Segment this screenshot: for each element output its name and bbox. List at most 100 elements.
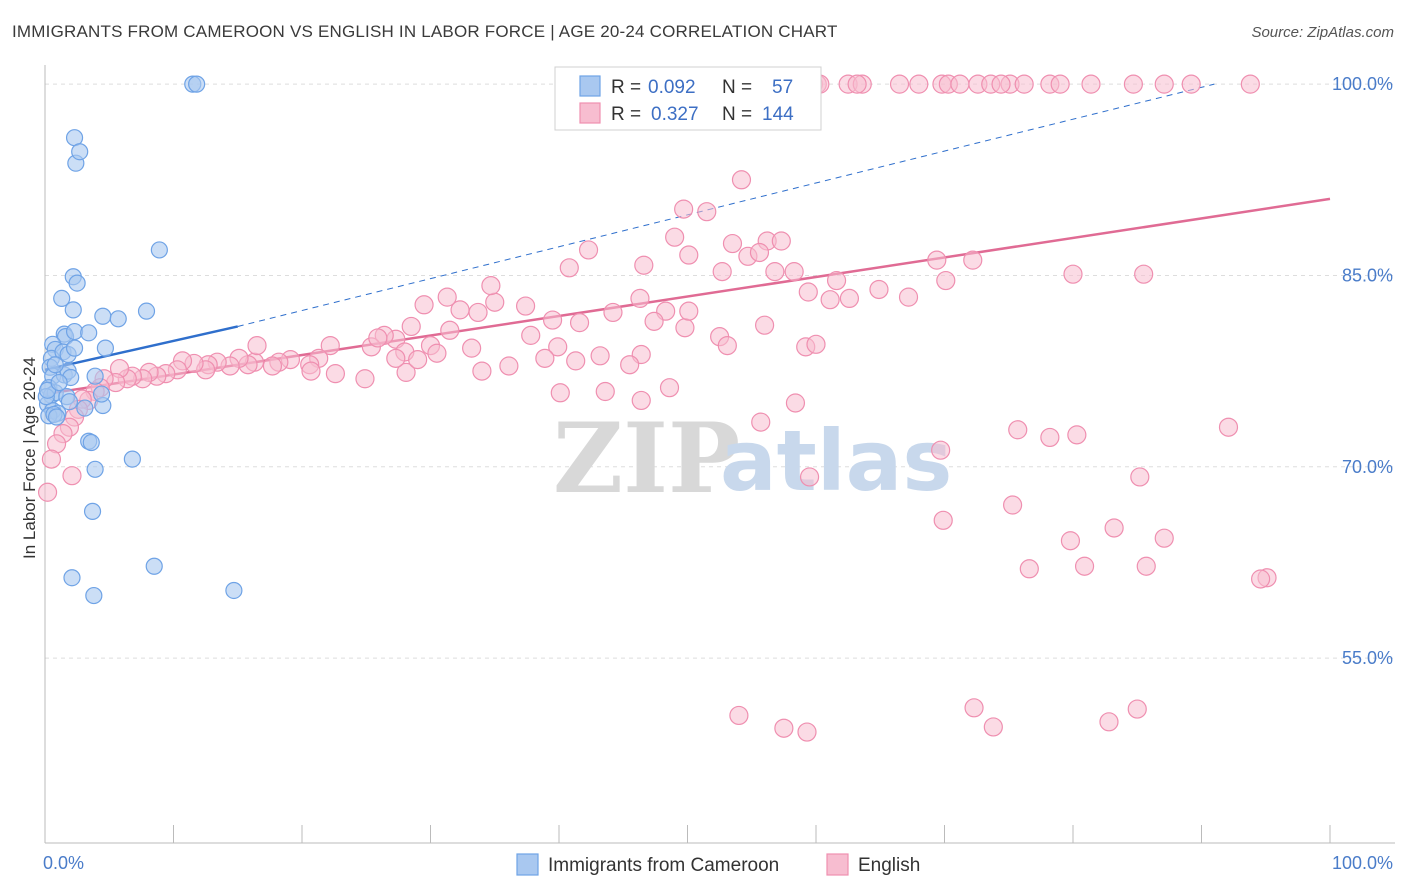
point-english [595, 381, 615, 402]
point-english [1136, 556, 1156, 576]
point-cameroon [96, 339, 114, 357]
point-english [630, 288, 650, 308]
point-cameroon [80, 324, 98, 342]
point-english [1104, 518, 1124, 538]
point-english [631, 390, 651, 411]
point-english [1251, 569, 1271, 589]
point-english [535, 348, 555, 368]
point-english [1074, 556, 1095, 576]
point-cameroon [83, 502, 102, 520]
point-english [41, 449, 62, 469]
point-english [1134, 264, 1154, 284]
legend-swatch-cameroon [579, 75, 601, 97]
point-english [437, 287, 457, 307]
point-cameroon [109, 310, 127, 328]
point-english [481, 276, 501, 296]
points-cameroon [37, 75, 243, 605]
point-english [1050, 74, 1070, 94]
point-english [521, 325, 541, 345]
point-cameroon [68, 274, 86, 292]
point-english [826, 270, 847, 291]
point-english [427, 343, 447, 363]
legend-r-label-cameroon: R = [611, 77, 641, 98]
point-cameroon [71, 143, 89, 161]
point-english [37, 482, 58, 502]
point-cameroon [64, 301, 82, 319]
series-legend: Immigrants from Cameroon English [516, 853, 920, 876]
point-english [1099, 712, 1119, 732]
point-english [566, 351, 586, 371]
point-english [450, 300, 470, 320]
point-english [1003, 495, 1023, 515]
point-english [472, 361, 492, 381]
point-english [675, 318, 695, 338]
x-tick-label: 0.0% [43, 853, 84, 873]
legend-n-label-cameroon: N = [722, 77, 752, 98]
point-cameroon [123, 450, 141, 468]
point-cameroon [92, 385, 111, 403]
point-english [806, 334, 826, 354]
point-english [262, 356, 283, 376]
point-english [414, 295, 434, 315]
point-english [659, 378, 680, 398]
point-cameroon [86, 460, 104, 478]
point-cameroon [86, 367, 104, 385]
point-english [542, 310, 563, 330]
point-english [1081, 74, 1101, 94]
point-english [1154, 528, 1174, 548]
point-english [771, 231, 791, 251]
point-english [320, 335, 340, 356]
point-english [386, 348, 406, 368]
series-legend-swatch-cameroon [516, 853, 539, 876]
point-english [847, 74, 867, 94]
point-english [548, 337, 568, 357]
point-cameroon [76, 399, 94, 417]
point-english [1127, 699, 1147, 719]
point-cameroon [82, 433, 100, 452]
point-english [644, 311, 664, 331]
legend-r-value-english: 0.327 [651, 104, 699, 125]
trend-line-cameroon [44, 83, 1215, 372]
point-english [839, 288, 860, 308]
point-english [1181, 74, 1201, 94]
point-english [603, 302, 623, 323]
trend-line-cameroon-solid [44, 325, 239, 372]
point-english [1240, 74, 1260, 94]
point-english [578, 240, 599, 260]
point-english [797, 722, 817, 742]
point-english [396, 362, 416, 382]
point-english [889, 74, 910, 94]
point-english [569, 313, 590, 333]
point-english [931, 440, 951, 460]
point-cameroon [63, 569, 81, 587]
point-english [440, 320, 460, 340]
point-cameroon [145, 557, 163, 575]
point-english [751, 412, 771, 432]
point-cameroon [65, 339, 84, 357]
point-english [515, 296, 536, 316]
point-english [774, 718, 794, 738]
point-cameroon [60, 393, 79, 411]
point-cameroon [53, 289, 71, 307]
point-english [784, 262, 804, 282]
point-english [665, 227, 685, 247]
point-english [798, 282, 818, 302]
point-english [499, 356, 519, 376]
point-english [749, 242, 770, 263]
y-tick-label: 85.0% [1342, 265, 1393, 285]
point-english [401, 316, 421, 337]
point-english [785, 393, 806, 413]
point-english [729, 705, 749, 726]
point-english [679, 245, 699, 265]
point-english [1123, 74, 1143, 94]
point-english [1014, 74, 1034, 94]
legend-n-label-english: N = [722, 104, 752, 125]
points-english [37, 74, 1277, 742]
source-credit: Source: ZipAtlas.com [1251, 24, 1394, 41]
point-english [1008, 420, 1028, 440]
point-english [1218, 417, 1239, 437]
point-english [869, 279, 889, 300]
y-tick-labels: 100.0% 85.0% 70.0% 55.0% [1332, 74, 1393, 668]
point-english [983, 717, 1003, 737]
